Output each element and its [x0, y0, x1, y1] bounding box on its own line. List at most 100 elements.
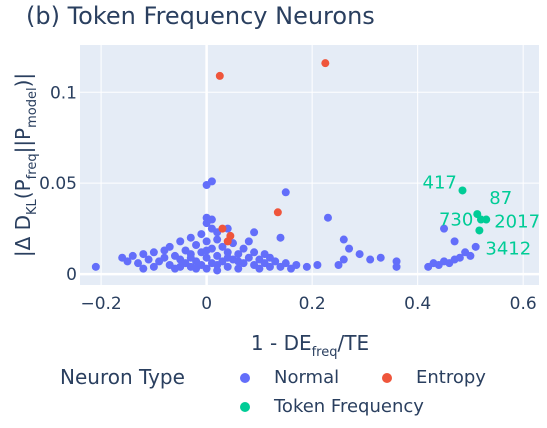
y-axis-title: |Δ DKL(Pfreq||Pmodel)| [11, 73, 40, 257]
data-point[interactable] [255, 264, 264, 273]
data-point[interactable] [244, 237, 253, 246]
data-point[interactable] [440, 224, 449, 233]
data-point[interactable] [223, 253, 232, 262]
series-normal [91, 177, 480, 275]
data-point[interactable] [160, 253, 169, 262]
data-point[interactable] [313, 261, 322, 269]
data-point[interactable] [466, 251, 475, 260]
point-annotations: 417 87 730 2017 3412 [423, 172, 541, 259]
x-tick-label: 0.2 [299, 294, 326, 314]
data-point[interactable] [271, 257, 280, 266]
data-point[interactable] [339, 235, 348, 244]
data-point[interactable] [234, 257, 243, 266]
legend-label-token-frequency: Token Frequency [274, 396, 424, 417]
data-point[interactable] [250, 248, 259, 257]
data-point[interactable] [455, 253, 464, 262]
data-point[interactable] [392, 262, 401, 271]
plot-area [80, 45, 539, 285]
data-point[interactable] [355, 250, 364, 259]
data-point[interactable] [366, 255, 375, 264]
data-point[interactable] [302, 262, 311, 271]
data-point[interactable] [276, 233, 285, 242]
data-point[interactable] [149, 248, 158, 257]
point-annotation: 3412 [485, 238, 531, 259]
data-point[interactable] [292, 261, 301, 269]
data-point[interactable] [482, 215, 491, 224]
y-tick-label: 0.1 [50, 83, 77, 103]
data-point[interactable] [450, 237, 459, 246]
data-point[interactable] [321, 59, 330, 68]
data-point[interactable] [202, 237, 211, 246]
data-point[interactable] [218, 242, 227, 251]
legend-marker-token-frequency [240, 401, 250, 412]
data-point[interactable] [218, 224, 227, 233]
x-tick-label: 0.6 [510, 294, 537, 314]
point-annotation: 2017 [494, 212, 540, 233]
data-point[interactable] [475, 226, 484, 235]
x-tick-label: 0 [201, 294, 212, 314]
x-tick-label: 0.4 [404, 294, 431, 314]
data-point[interactable] [176, 237, 185, 246]
data-point[interactable] [239, 244, 248, 253]
y-tick-labels: 0 0.05 0.1 [39, 83, 77, 285]
data-point[interactable] [134, 259, 143, 268]
data-point[interactable] [458, 186, 467, 195]
data-point[interactable] [176, 262, 185, 271]
data-point[interactable] [186, 233, 195, 242]
data-point[interactable] [345, 244, 354, 253]
data-point[interactable] [165, 242, 174, 251]
data-point[interactable] [149, 262, 158, 271]
data-point[interactable] [213, 235, 222, 244]
grid-lines [80, 45, 539, 285]
legend-label-normal: Normal [274, 367, 340, 388]
chart-title: (b) Token Frequency Neurons [26, 2, 375, 30]
series-entropy [215, 59, 330, 246]
data-point[interactable] [223, 237, 232, 246]
data-point[interactable] [123, 257, 132, 266]
data-points [91, 59, 491, 275]
legend-item-normal[interactable]: Normal [240, 367, 339, 388]
data-point[interactable] [244, 253, 253, 262]
data-point[interactable] [213, 261, 222, 269]
data-point[interactable] [202, 219, 211, 228]
x-tick-label: −0.2 [80, 294, 121, 314]
data-point[interactable] [197, 230, 206, 239]
point-annotation: 417 [423, 172, 457, 193]
legend-title: Neuron Type [60, 365, 185, 389]
data-point[interactable] [273, 208, 282, 217]
data-point[interactable] [471, 242, 480, 251]
data-point[interactable] [128, 251, 137, 260]
legend-item-entropy[interactable]: Entropy [382, 367, 486, 388]
legend-label-entropy: Entropy [416, 367, 486, 388]
data-point[interactable] [202, 253, 211, 262]
data-point[interactable] [339, 255, 348, 264]
data-point[interactable] [250, 228, 259, 237]
data-point[interactable] [202, 246, 211, 255]
data-point[interactable] [202, 264, 211, 273]
data-point[interactable] [139, 264, 148, 273]
data-point[interactable] [281, 259, 290, 268]
data-point[interactable] [223, 262, 232, 271]
y-tick-label: 0.05 [39, 174, 77, 194]
data-point[interactable] [91, 262, 100, 271]
data-point[interactable] [376, 253, 385, 262]
data-point[interactable] [334, 261, 343, 269]
data-point[interactable] [144, 255, 153, 264]
data-point[interactable] [281, 188, 290, 197]
point-annotation: 87 [489, 188, 512, 209]
y-tick-label: 0 [66, 265, 77, 285]
data-point[interactable] [207, 177, 216, 186]
legend-marker-normal [240, 372, 250, 383]
data-point[interactable] [186, 253, 195, 262]
data-point[interactable] [215, 71, 224, 80]
legend-item-token-frequency[interactable]: Token Frequency [240, 396, 424, 417]
data-point[interactable] [234, 250, 243, 259]
data-point[interactable] [234, 264, 243, 273]
point-annotation: 730 [439, 210, 473, 231]
data-point[interactable] [323, 213, 332, 222]
data-point[interactable] [192, 241, 201, 249]
data-point[interactable] [265, 262, 274, 271]
data-point[interactable] [139, 250, 148, 259]
data-point[interactable] [213, 251, 222, 260]
